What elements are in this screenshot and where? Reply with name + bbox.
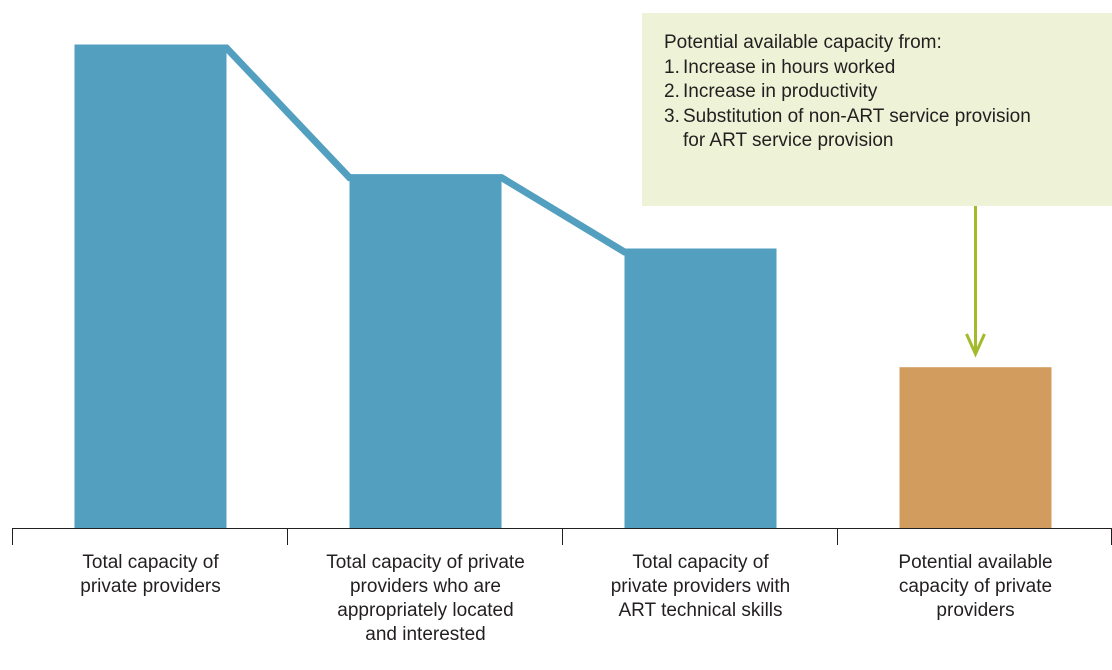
callout-box: Potential available capacity from: 1. Inc… bbox=[642, 13, 1112, 206]
callout-item-number: 1. bbox=[664, 56, 680, 78]
callout-list-item: 2. Increase in productivity bbox=[664, 80, 1112, 105]
callout-item-text: Substitution of non-ART service provisio… bbox=[683, 105, 1031, 152]
category-label: Potential available capacity of private … bbox=[898, 552, 1053, 621]
callout-item-number: 3. bbox=[664, 105, 680, 127]
category-label: Total capacity of private providers bbox=[80, 552, 221, 597]
callout-list: 1. Increase in hours worked 2. Increase in … bbox=[664, 56, 1112, 154]
bar bbox=[899, 367, 1052, 528]
callout-item-text: Increase in productivity bbox=[683, 81, 878, 102]
callout-item-text: Increase in hours worked bbox=[683, 56, 896, 78]
callout-list-item: 3. Substitution of non-ART service provis… bbox=[664, 105, 1112, 154]
callout-item-number: 2. bbox=[664, 81, 680, 102]
category-label: Total capacity of private providers with… bbox=[610, 552, 791, 621]
callout-list-item: 1. Increase in hours worked bbox=[664, 56, 1112, 81]
bar bbox=[624, 252, 777, 528]
callout-title: Potential available capacity from: bbox=[664, 32, 942, 53]
callout-arrow-head bbox=[965, 333, 986, 358]
category-label: Total capacity of private providers who … bbox=[326, 552, 525, 645]
bar bbox=[349, 177, 502, 528]
bar bbox=[74, 48, 227, 528]
